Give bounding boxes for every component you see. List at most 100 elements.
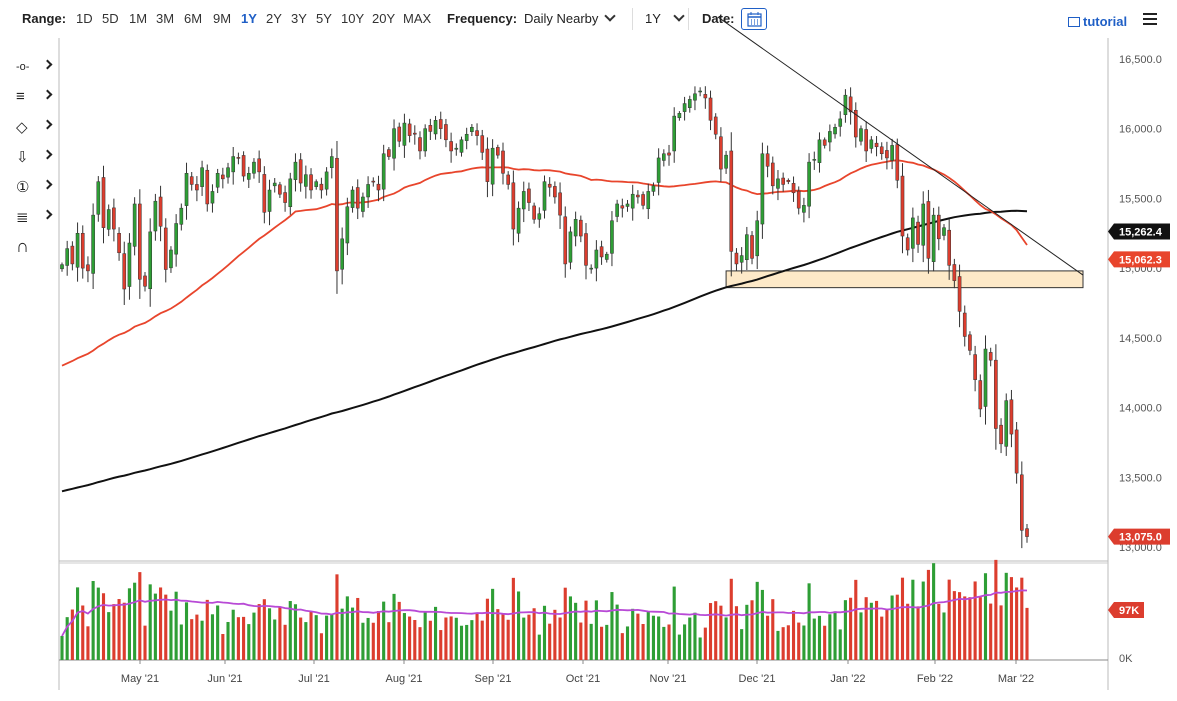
candle-body	[999, 424, 1003, 445]
volume-bar	[797, 622, 801, 660]
candle-body	[122, 253, 127, 290]
candle-body	[672, 115, 677, 152]
volume-bar	[465, 624, 469, 660]
range-5y[interactable]: 5Y	[316, 11, 332, 26]
volume-bar	[812, 618, 816, 660]
range-10y[interactable]: 10Y	[341, 11, 365, 26]
candle-body	[802, 205, 806, 213]
candle-body	[454, 147, 459, 150]
crosshair-tool-button[interactable]: -o-	[14, 58, 54, 80]
candle-body	[361, 196, 365, 212]
candle-body	[978, 380, 983, 410]
candle-body	[309, 174, 313, 191]
range-2y[interactable]: 2Y	[266, 11, 282, 26]
candle-body	[874, 142, 879, 148]
candle-body	[335, 157, 339, 272]
volume-bar	[86, 626, 90, 660]
volume-bar	[376, 611, 381, 660]
candle-body	[70, 245, 75, 265]
candle-body	[947, 229, 951, 266]
volume-badge-label: 97K	[1119, 605, 1139, 617]
calendar-icon[interactable]	[741, 8, 767, 30]
candle-body	[132, 203, 137, 247]
frequency-label: Frequency:	[447, 11, 518, 26]
candle-body	[952, 264, 957, 281]
volume-bar	[226, 621, 230, 660]
range-1d[interactable]: 1D	[76, 11, 93, 26]
indicators-tool-button[interactable]: ≡	[14, 88, 54, 110]
period-value: 1Y	[645, 11, 661, 26]
candle-body	[843, 94, 848, 115]
volume-bar	[574, 602, 578, 660]
volume-bar	[273, 619, 277, 660]
volume-bar	[65, 617, 69, 660]
lines-tool-button[interactable]: ≣	[14, 208, 54, 230]
y-axis: 16,500.016,000.015,500.015,000.014,500.0…	[1119, 54, 1162, 554]
candle-body	[765, 153, 770, 167]
range-9m[interactable]: 9M	[213, 11, 232, 26]
candle-body	[620, 205, 625, 209]
candle-body	[859, 128, 863, 142]
range-1y[interactable]: 1Y	[241, 11, 257, 26]
volume-bar	[299, 617, 303, 660]
candle-body	[117, 233, 121, 254]
magnet-tool-button[interactable]: ∩	[14, 236, 54, 260]
candle-body	[179, 207, 184, 225]
volume-bar	[190, 619, 194, 660]
candle-body	[677, 113, 682, 119]
candle-body	[480, 135, 485, 153]
candle-body	[589, 267, 593, 270]
volume-bar	[319, 633, 323, 660]
volume-bar	[615, 604, 619, 660]
period-select[interactable]: 1Y	[645, 10, 685, 26]
volume-bar	[631, 608, 635, 660]
volume-bar	[1025, 607, 1029, 660]
volume-bar	[107, 612, 111, 660]
arrow-tool-button[interactable]: ⇩	[14, 148, 54, 170]
shapes-tool-button[interactable]: ◇	[14, 118, 54, 140]
volume-bar	[568, 596, 572, 660]
tutorial-link[interactable]: tutorial	[1068, 14, 1127, 29]
range-3y[interactable]: 3Y	[291, 11, 307, 26]
volume-bar	[807, 583, 811, 660]
candle-body	[397, 126, 402, 142]
candle-body	[371, 180, 376, 183]
tutorial-label: tutorial	[1083, 14, 1128, 29]
candle-body	[729, 150, 734, 252]
range-20y[interactable]: 20Y	[372, 11, 396, 26]
frequency-select[interactable]: Daily Nearby	[524, 10, 617, 26]
volume-bar	[143, 625, 147, 660]
range-6m[interactable]: 6M	[184, 11, 203, 26]
x-tick-label: May '21	[121, 673, 159, 685]
range-max[interactable]: MAX	[403, 11, 432, 26]
candle-body	[241, 155, 246, 177]
candle-body	[885, 150, 889, 159]
volume-bar	[76, 587, 80, 660]
volume-bar	[1015, 587, 1019, 660]
volume-bar	[470, 620, 474, 660]
menu-icon[interactable]	[1143, 13, 1157, 25]
candle-body	[807, 161, 811, 207]
volume-bar	[553, 609, 557, 660]
range-1m[interactable]: 1M	[129, 11, 148, 26]
candle-body	[942, 227, 946, 236]
number-tool-button[interactable]: ①	[14, 178, 54, 200]
volume-bar	[231, 609, 235, 660]
volume-bar	[288, 601, 292, 660]
volume-bar	[340, 608, 344, 660]
candle-body	[869, 139, 874, 149]
volume-bar	[283, 624, 287, 660]
volume-bar	[771, 599, 775, 660]
volume-bar	[708, 603, 713, 660]
range-5d[interactable]: 5D	[102, 11, 119, 26]
candle-body	[381, 153, 386, 190]
range-3m[interactable]: 3M	[156, 11, 175, 26]
candle-body	[407, 123, 412, 136]
candle-body	[651, 185, 656, 192]
volume-bar	[236, 617, 240, 660]
volume-bar	[200, 620, 204, 660]
volume-bar	[662, 626, 666, 660]
moving-average-long	[61, 209, 1028, 493]
candle-body	[584, 233, 588, 266]
